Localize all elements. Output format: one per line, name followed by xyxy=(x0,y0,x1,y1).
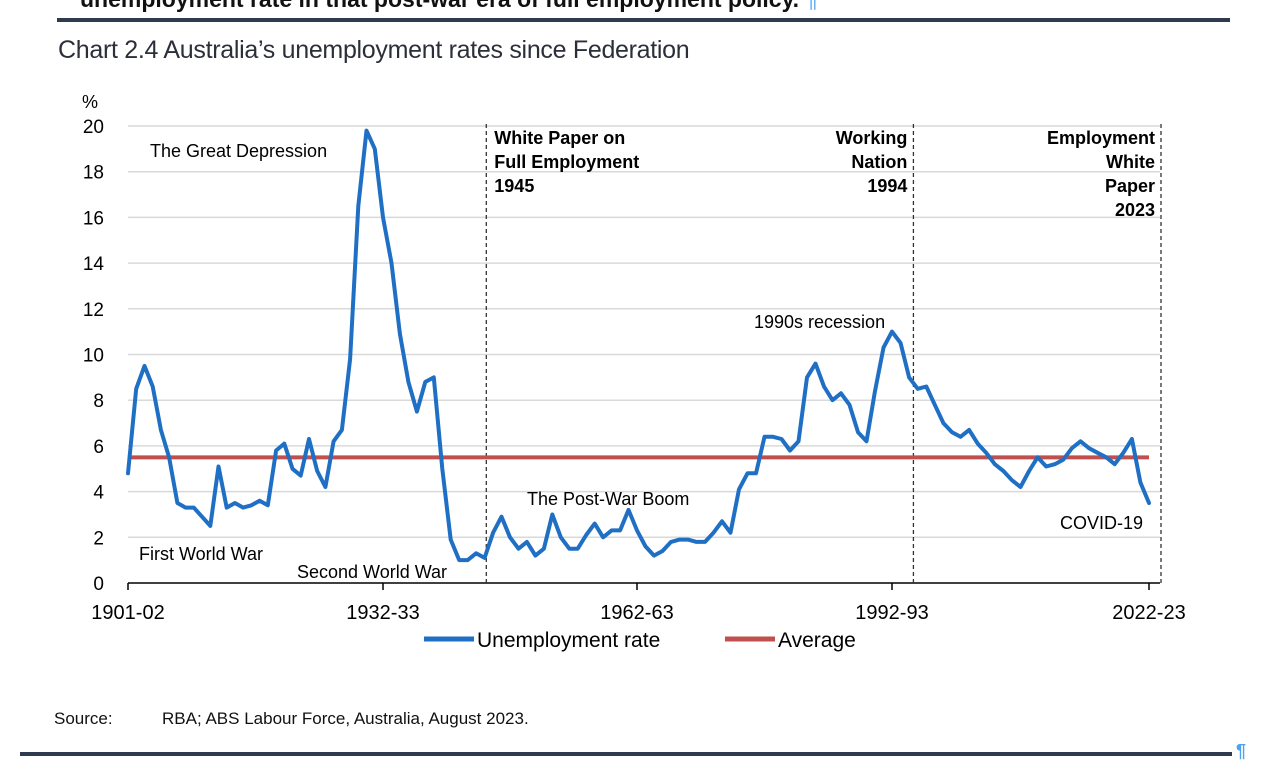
y-tick-label: 16 xyxy=(83,208,104,229)
preceding-paragraph: unemployment rate in that post-war era o… xyxy=(80,0,818,13)
annotation-1990s-recession: 1990s recession xyxy=(754,312,885,332)
x-tick-label: 1962-63 xyxy=(600,602,673,624)
y-tick-label: 0 xyxy=(93,574,104,595)
policy-marker-label: 2023 xyxy=(1115,200,1155,220)
policy-marker-label: Full Employment xyxy=(494,152,639,172)
bottom-rule xyxy=(20,752,1232,756)
x-tick-label: 1932-33 xyxy=(346,602,419,624)
y-tick-label: 10 xyxy=(83,346,104,367)
y-tick-label: 14 xyxy=(83,254,105,275)
annotation-great-depression: The Great Depression xyxy=(150,141,327,161)
y-tick-label: 2 xyxy=(93,528,104,549)
policy-marker-label: Working xyxy=(836,128,908,148)
x-tick-label: 2022-23 xyxy=(1112,602,1185,624)
annotation-post-war-boom: The Post-War Boom xyxy=(527,489,689,509)
y-tick-label: 20 xyxy=(83,117,104,138)
annotation-second-world-war: Second World War xyxy=(297,562,447,582)
legend-label-average: Average xyxy=(778,629,856,652)
annotation-first-world-war: First World War xyxy=(139,544,263,564)
y-tick-label: 12 xyxy=(83,300,104,321)
policy-marker-label: White xyxy=(1106,152,1155,172)
y-tick-label: 4 xyxy=(93,483,104,504)
y-tick-label: 8 xyxy=(93,391,104,412)
annotation-covid-19: COVID-19 xyxy=(1060,513,1143,533)
source-text: RBA; ABS Labour Force, Australia, August… xyxy=(162,709,529,728)
y-tick-label: 6 xyxy=(93,437,104,458)
pilcrow-mark: ¶ xyxy=(805,0,817,12)
y-tick-label: 18 xyxy=(83,163,104,184)
policy-marker-label: 1945 xyxy=(494,176,534,196)
policy-marker-label: Employment xyxy=(1047,128,1155,148)
x-tick-label: 1992-93 xyxy=(855,602,928,624)
y-axis-unit-label: % xyxy=(82,92,98,112)
policy-marker-label: Paper xyxy=(1105,176,1155,196)
top-rule xyxy=(57,18,1230,22)
x-tick-label: 1901-02 xyxy=(91,602,164,624)
policy-marker-label: 1994 xyxy=(867,176,907,196)
unemployment-rate-line xyxy=(126,128,1151,563)
chart-title: Chart 2.4 Australia’s unemployment rates… xyxy=(58,36,690,64)
legend-label-unemployment-rate: Unemployment rate xyxy=(477,629,660,652)
policy-marker-label: Nation xyxy=(851,152,907,172)
source-label: Source: xyxy=(54,709,113,728)
pilcrow-mark: ¶ xyxy=(1236,741,1247,761)
paragraph-text: unemployment rate in that post-war era o… xyxy=(80,0,799,12)
policy-marker-label: White Paper on xyxy=(494,128,625,148)
